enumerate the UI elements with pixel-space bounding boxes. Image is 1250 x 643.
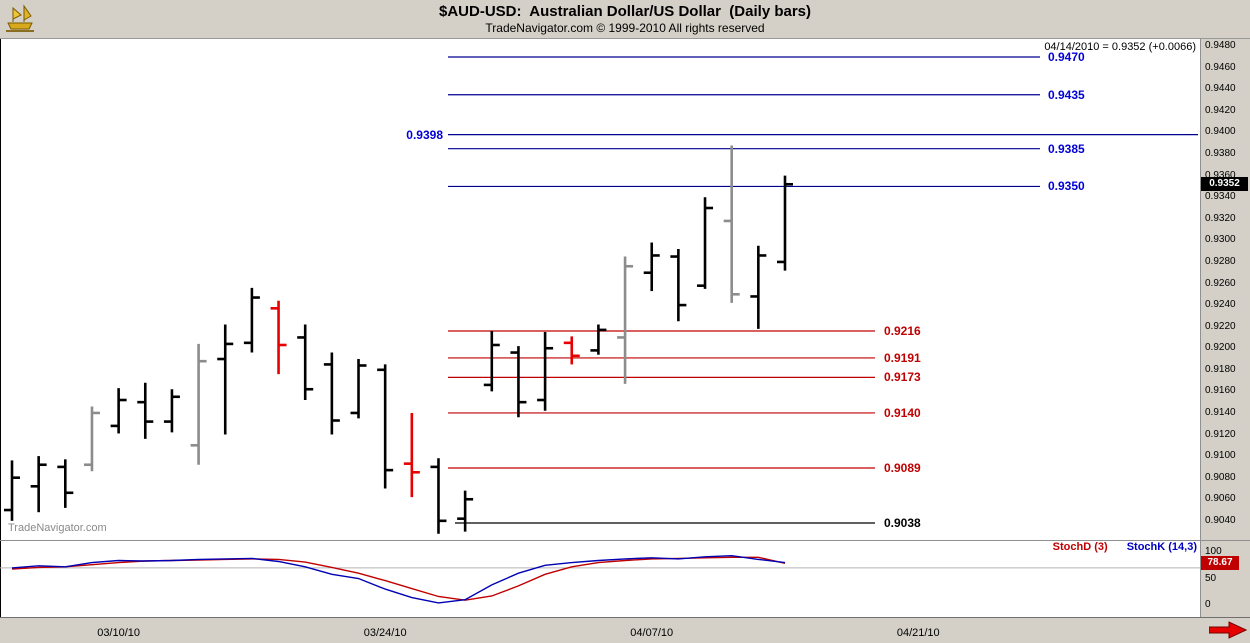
scroll-right-arrow-icon[interactable] [1209,621,1247,639]
stoch-value-box: 78.67 [1201,556,1239,570]
chart-subtitle: TradeNavigator.com © 1999-2010 All right… [485,21,765,35]
chart-title: $AUD-USD: Australian Dollar/US Dollar (D… [438,3,812,20]
date-axis [0,617,1250,643]
chart-header: $AUD-USD: Australian Dollar/US Dollar (D… [0,0,1250,38]
indicator-legend: StochD (3) StochK (14,3) [1053,541,1197,553]
last-price-box: 0.9352 [1201,177,1248,191]
last-bar-annotation: 04/14/2010 = 0.9352 (+0.0066) [1044,41,1196,53]
price-axis-strip [1200,38,1250,617]
watermark: TradeNavigator.com [8,522,107,534]
stochk-line [11,554,786,604]
stochk-legend-label: StochK (14,3) [1126,541,1197,553]
tradenavigator-logo-icon [6,4,34,32]
stochd-legend-label: StochD (3) [1052,541,1108,553]
